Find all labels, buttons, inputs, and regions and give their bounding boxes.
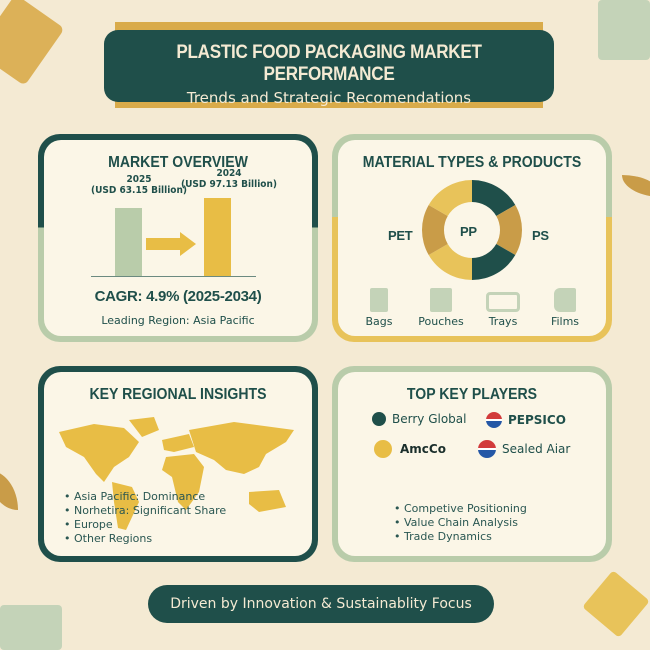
card-title: KEY REGIONAL INSIGHTS xyxy=(89,386,267,403)
pepsi-logo-icon xyxy=(486,412,502,428)
market-overview-card: MARKET OVERVIEW 2025 (USD 63.15 Billion) … xyxy=(38,134,318,342)
material-donut-chart xyxy=(422,180,522,280)
regional-card: KEY REGIONAL INSIGHTS Asia Pacific: Domi… xyxy=(38,366,318,562)
label-pp: PP xyxy=(460,224,477,239)
donut-segment xyxy=(472,244,516,280)
product-bags: Bags xyxy=(354,288,404,328)
leaf-decoration xyxy=(0,470,18,510)
company-pepsico: PEPSICO xyxy=(486,412,566,428)
product-list: Bags Pouches Trays Films xyxy=(354,288,590,328)
product-films: Films xyxy=(540,288,590,328)
card-title: MATERIAL TYPES & PRODUCTS xyxy=(362,154,582,171)
card-title: TOP KEY PLAYERS xyxy=(406,386,538,403)
donut-segment xyxy=(496,205,522,255)
header-banner: PLASTIC FOOD PACKAGING MARKET PERFORMANC… xyxy=(104,30,554,107)
donut-segment xyxy=(428,180,472,216)
box-decoration xyxy=(582,570,650,638)
cagr-text: CAGR: 4.9% (2025-2034) xyxy=(94,288,262,305)
list-item: Europe xyxy=(64,518,226,532)
players-list: Competive Positioning Value Chain Analys… xyxy=(394,502,527,544)
players-card: TOP KEY PLAYERS Berry Global PEPSICO Amc… xyxy=(332,366,612,562)
product-trays: Trays xyxy=(478,288,528,328)
product-pouches: Pouches xyxy=(416,288,466,328)
bar-2024 xyxy=(204,198,231,276)
label-pet: PET xyxy=(388,228,413,243)
bar-label-2024: 2024 (USD 97.13 Billion) xyxy=(180,168,278,190)
regional-list: Asia Pacific: Dominance Norhetira: Signi… xyxy=(64,490,226,546)
company-sealed-air: Sealed Aiar xyxy=(478,440,570,458)
page-subtitle: Trends and Strategic Recomendations xyxy=(186,89,472,107)
berry-logo-icon xyxy=(372,412,386,426)
list-item: Asia Pacific: Dominance xyxy=(64,490,226,504)
page-title: PLASTIC FOOD PACKAGING MARKET PERFORMANC… xyxy=(176,42,482,85)
list-item: Competive Positioning xyxy=(394,502,527,516)
label-ps: PS xyxy=(532,228,549,243)
world-map xyxy=(59,417,294,530)
card-title: MARKET OVERVIEW xyxy=(108,154,248,171)
list-item: Other Regions xyxy=(64,532,226,546)
donut-segment xyxy=(422,205,448,255)
container-decoration xyxy=(598,0,650,60)
list-item: Norhetira: Significant Share xyxy=(64,504,226,518)
list-item: Trade Dynamics xyxy=(394,530,527,544)
amcco-logo-icon xyxy=(374,440,392,458)
materials-card: MATERIAL TYPES & PRODUCTS PET PP PS Bags… xyxy=(332,134,612,342)
pouch-icon xyxy=(430,288,452,312)
company-berry-global: Berry Global xyxy=(372,412,466,426)
baseline xyxy=(91,276,256,277)
sealed-air-logo-icon xyxy=(478,440,496,458)
footer-text: Driven by Innovation & Sustainablity Foc… xyxy=(170,596,472,612)
leaf-decoration xyxy=(622,175,650,197)
arrow-icon xyxy=(146,232,196,256)
list-item: Value Chain Analysis xyxy=(394,516,527,530)
bar-2025 xyxy=(115,208,142,276)
donut-segment xyxy=(428,244,472,280)
tray-icon xyxy=(486,292,520,312)
box-decoration xyxy=(0,0,65,86)
container-decoration xyxy=(0,605,62,650)
film-roll-icon xyxy=(554,288,576,312)
bag-icon xyxy=(370,288,388,312)
donut-segment xyxy=(472,180,516,216)
leading-region-text: Leading Region: Asia Pacific xyxy=(101,314,255,327)
bar-label-2025: 2025 (USD 63.15 Billion) xyxy=(90,174,188,196)
footer-banner: Driven by Innovation & Sustainablity Foc… xyxy=(148,585,494,623)
company-amcco: AmcCo xyxy=(374,440,446,458)
